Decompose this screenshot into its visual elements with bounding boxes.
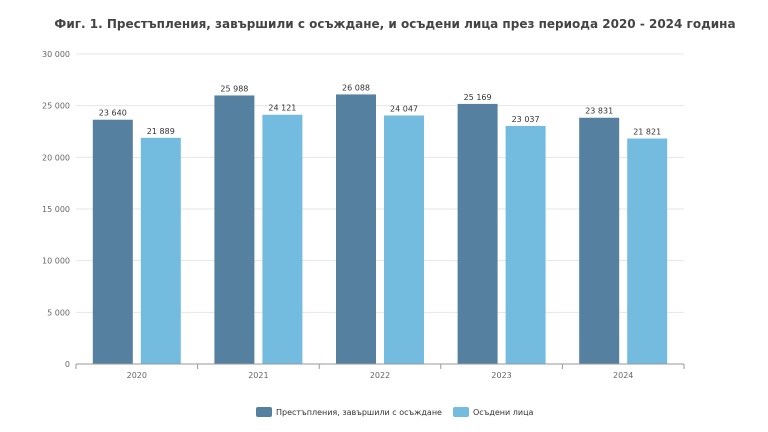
data-label: 23 640 xyxy=(99,109,127,118)
legend-swatch xyxy=(256,407,272,417)
y-tick-label: 20 000 xyxy=(42,153,70,162)
data-label: 23 831 xyxy=(585,107,613,116)
y-tick-label: 0 xyxy=(65,360,70,369)
chart-title: Фиг. 1. Престъпления, завършили с осъжда… xyxy=(54,17,735,31)
y-tick-label: 10 000 xyxy=(42,257,70,266)
legend: Престъпления, завършили с осъждане Осъден… xyxy=(256,407,534,417)
x-tick-label: 2023 xyxy=(491,371,511,380)
legend-label: Престъпления, завършили с осъждане xyxy=(276,408,442,417)
x-tick-label: 2020 xyxy=(127,371,147,380)
y-tick-label: 25 000 xyxy=(42,102,70,111)
data-label: 24 047 xyxy=(390,105,418,114)
data-labels: 23 640 21 889 25 988 24 121 26 088 24 047 25 1… xyxy=(99,83,661,136)
y-tick-label: 15 000 xyxy=(42,205,70,214)
x-tick-label: 2024 xyxy=(613,371,633,380)
bars xyxy=(92,94,668,365)
legend-label: Осъдени лица xyxy=(473,408,534,417)
y-tick-label: 5 000 xyxy=(47,308,70,317)
data-label: 25 988 xyxy=(220,84,248,93)
bar-convicted-2023 xyxy=(505,125,546,365)
bar-convicted-2020 xyxy=(140,137,181,364)
bar-convicted-2024 xyxy=(627,138,668,364)
bar-convicted-2022 xyxy=(384,115,424,364)
bar-convicted-2021 xyxy=(262,114,303,364)
data-label: 25 169 xyxy=(464,93,492,102)
legend-swatch xyxy=(453,407,469,417)
data-label: 26 088 xyxy=(342,83,370,92)
data-label: 24 121 xyxy=(268,104,296,113)
y-tick-label: 30 000 xyxy=(42,50,70,59)
x-tick-label: 2021 xyxy=(248,371,268,380)
bar-crimes-2021 xyxy=(214,95,255,364)
bar-crimes-2023 xyxy=(457,103,498,364)
data-label: 21 889 xyxy=(147,127,175,136)
data-label: 23 037 xyxy=(512,115,540,124)
x-tick-label: 2022 xyxy=(370,371,390,380)
bar-crimes-2024 xyxy=(579,117,620,364)
bar-crimes-2022 xyxy=(336,94,376,364)
data-label: 21 821 xyxy=(633,128,661,137)
axes: 0 5 000 10 000 15 000 20 000 25 000 30 000 2020… xyxy=(42,50,685,380)
bar-crimes-2020 xyxy=(92,119,133,364)
